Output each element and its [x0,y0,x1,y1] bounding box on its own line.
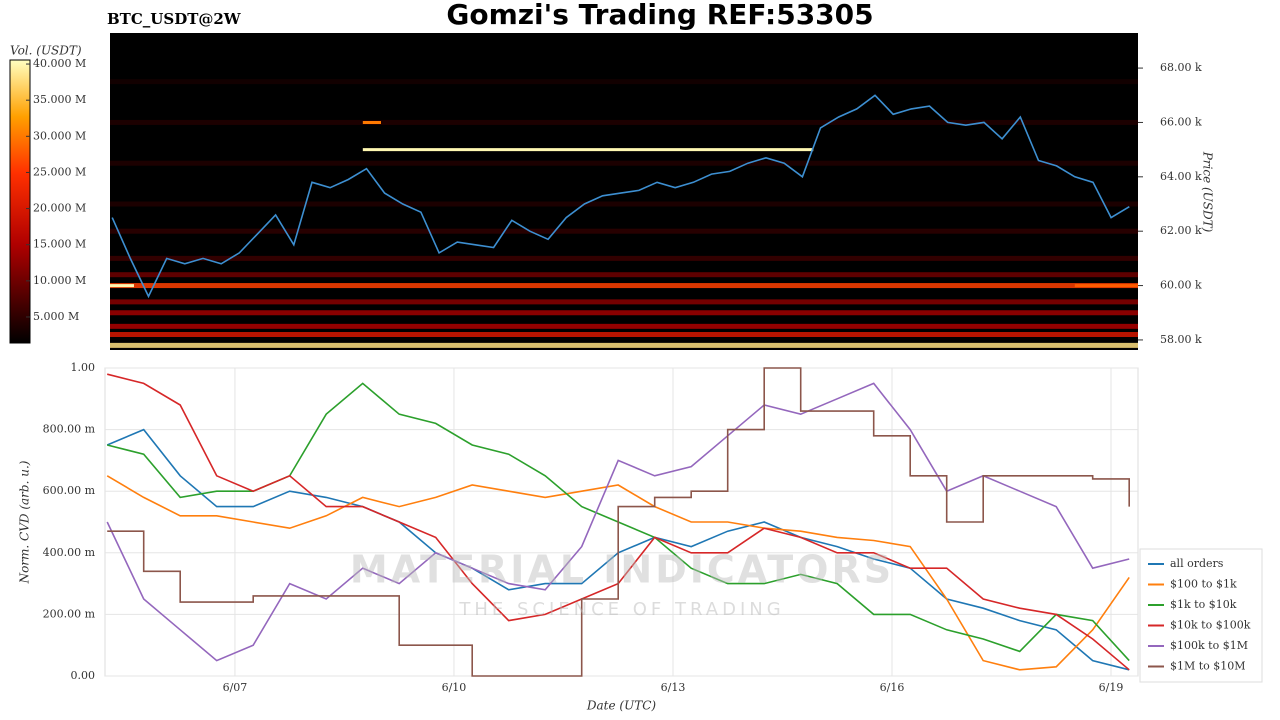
symbol: BTC_USDT@2W [107,10,242,28]
y-tick-label: 60.00 k [1160,279,1202,292]
colorbar-tick-label: 30.000 M [33,129,86,142]
watermark: MATERIAL INDICATORS [350,548,894,592]
heat-band [110,201,1138,207]
colorbar-label: Vol. (USDT) [10,44,82,58]
colorbar-tick-label: 25.000 M [33,165,86,178]
heat-band [110,342,1138,348]
x-tick-label: 6/07 [223,681,248,694]
heat-band [110,272,1138,278]
x-tick-label: 6/13 [661,681,686,694]
legend-label: $1M to $10M [1170,660,1246,673]
series-line [106,475,1130,671]
series-line [107,367,1130,677]
y-axis-label: Price (USDT) [1201,151,1215,233]
price-line [111,94,1130,299]
legend-label: $1k to $10k [1170,598,1237,611]
y-tick-label: 1.00 [71,361,96,374]
legend-label: $10k to $100k [1170,619,1251,632]
heat-band [110,119,1138,125]
x-tick-label: 6/10 [442,681,467,694]
colorbar-tick-label: 10.000 M [33,274,86,287]
heat-band [110,228,1138,234]
heat-band [110,299,1138,305]
y-tick-label: 66.00 k [1160,115,1202,128]
x-tick-label: 6/19 [1099,681,1124,694]
heat-band [110,79,1138,85]
y-tick-label: 62.00 k [1160,224,1202,237]
title: Gomzi's Trading REF:53305 [446,0,873,31]
heat-band [110,323,1138,329]
series-line [106,382,1130,662]
heat-band [110,283,1138,289]
heat-band [110,160,1138,166]
y-tick-label: 68.00 k [1160,61,1202,74]
colorbar-tick-label: 15.000 M [33,238,86,251]
watermark-subtitle: THE SCIENCE OF TRADING [458,599,784,620]
y-tick-label: 64.00 k [1160,170,1202,183]
x-tick-label: 6/16 [880,681,905,694]
legend-label: $100k to $1M [1170,639,1248,652]
colorbar-tick-label: 35.000 M [33,93,86,106]
heat-band [110,332,1138,338]
heatmap-bg [110,33,1138,350]
colorbar-tick-label: 5.000 M [33,310,79,323]
y-tick-label: 0.00 [71,669,96,682]
colorbar [9,59,31,344]
heat-band [110,255,1138,261]
colorbar-tick-label: 20.000 M [33,202,86,215]
legend-box [1139,548,1263,683]
legend-label: all orders [1170,557,1224,570]
y-tick-label: 600.00 m [43,484,96,497]
colorbar-tick-label: 40.000 M [33,57,86,70]
y-tick-label: 58.00 k [1160,333,1202,346]
y-axis-label: Norm. CVD (arb. u.) [18,460,32,584]
x-axis-label: Date (UTC) [586,699,656,713]
heat-band [110,310,1138,316]
y-tick-label: 800.00 m [43,423,96,436]
y-tick-label: 400.00 m [43,546,96,559]
legend-label: $100 to $1k [1170,578,1237,591]
y-tick-label: 200.00 m [43,607,96,620]
